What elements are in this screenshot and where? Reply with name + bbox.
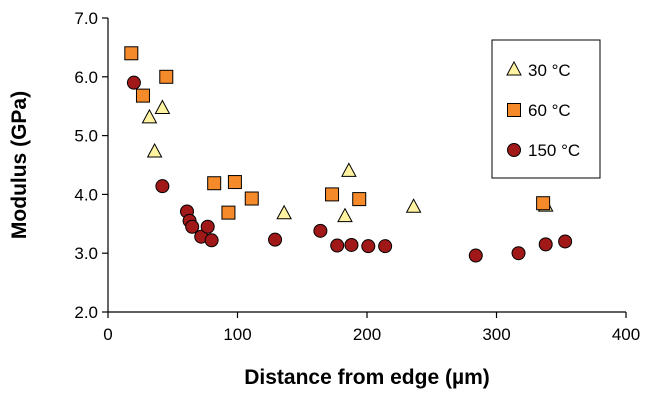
point-circle-2-17 — [558, 234, 573, 249]
point-circle-2-14 — [468, 248, 483, 263]
y-tick-label: 3.0 — [74, 244, 98, 263]
point-square-1-8 — [352, 192, 367, 207]
x-tick-label: 300 — [482, 325, 510, 344]
point-square-1-7 — [325, 187, 340, 202]
legend-label: 30 °C — [528, 61, 571, 80]
point-circle-2-0 — [126, 75, 141, 90]
point-circle-2-8 — [268, 232, 283, 247]
x-tick-label: 200 — [353, 325, 381, 344]
legend-marker-square — [507, 103, 521, 117]
point-triangle-0-2 — [154, 99, 171, 114]
data-points — [124, 46, 573, 263]
axes: 2.0 3.0 4.0 5.0 6.0 7.0 0 100 200 300 400 — [74, 9, 640, 344]
legend-label: 60 °C — [528, 101, 571, 120]
y-tick-label: 6.0 — [74, 68, 98, 87]
point-circle-2-10 — [330, 238, 345, 253]
x-tick-label: 0 — [103, 325, 112, 344]
point-square-1-2 — [159, 69, 174, 84]
point-circle-2-9 — [313, 223, 328, 238]
point-circle-2-15 — [511, 246, 526, 261]
x-tick-label: 400 — [612, 325, 640, 344]
point-square-1-4 — [221, 205, 236, 220]
point-triangle-0-6 — [405, 198, 422, 213]
legend-marker-triangle — [506, 60, 522, 76]
point-circle-2-6 — [200, 219, 215, 234]
point-square-1-6 — [244, 191, 259, 206]
y-tick-label: 4.0 — [74, 185, 98, 204]
point-triangle-0-5 — [341, 162, 357, 177]
point-circle-2-11 — [344, 237, 359, 252]
point-square-1-1 — [135, 88, 150, 103]
y-tick-label: 5.0 — [74, 127, 98, 146]
y-tick-label: 7.0 — [74, 9, 98, 28]
point-circle-2-7 — [204, 233, 219, 248]
point-square-1-0 — [124, 46, 139, 61]
point-circle-2-13 — [378, 239, 393, 254]
point-triangle-0-3 — [276, 204, 292, 220]
point-circle-2-4 — [185, 219, 200, 234]
point-triangle-0-0 — [141, 108, 158, 124]
point-circle-2-16 — [538, 237, 553, 252]
point-square-1-9 — [536, 196, 551, 211]
x-tick-label: 100 — [223, 325, 251, 344]
legend-marker-circle — [507, 143, 521, 157]
legend: 30 °C 60 °C 150 °C — [491, 39, 601, 179]
point-triangle-0-1 — [146, 142, 163, 158]
y-axis-title: Modulus (GPa) — [8, 91, 31, 239]
point-circle-2-1 — [155, 179, 170, 194]
point-square-1-5 — [227, 175, 242, 190]
x-axis-title: Distance from edge (µm) — [244, 366, 489, 389]
point-square-1-3 — [207, 176, 222, 191]
point-circle-2-12 — [361, 239, 376, 254]
y-tick-label: 2.0 — [74, 303, 98, 322]
legend-label: 150 °C — [528, 141, 580, 160]
point-triangle-0-4 — [337, 207, 353, 223]
